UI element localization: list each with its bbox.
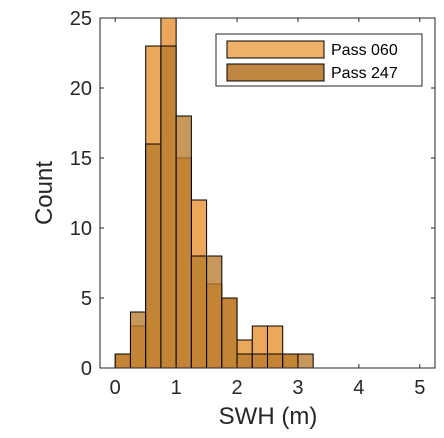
y-tick-label-0: 0 [81, 358, 92, 380]
bars-group [114, 17, 314, 369]
bar-pass-247-bin-8 [236, 353, 253, 369]
plot-area-frame [99, 17, 436, 369]
bar-pass-247-bin-10 [267, 353, 284, 369]
bar-pass-247-bin-9 [251, 353, 268, 369]
bar-pass-247-bin-0 [114, 353, 131, 369]
y-axis-title: Count [31, 161, 58, 225]
bar-pass-247-bin-1 [129, 311, 147, 369]
y-tick-label-15: 15 [70, 148, 92, 170]
y-tick-label-10: 10 [70, 218, 92, 240]
legend: Pass 060 Pass 247 [215, 33, 423, 87]
y-tick-label-20: 20 [70, 78, 92, 100]
bar-pass-247-bin-7 [221, 297, 238, 369]
x-axis-title: SWH (m) [219, 403, 318, 430]
legend-label-pass-247: Pass 247 [331, 65, 398, 82]
legend-label-pass-060: Pass 060 [331, 42, 398, 59]
x-tick-label-5: 5 [414, 377, 425, 399]
axis-ticks: 0 1 2 3 4 5 0 5 10 15 20 25 [70, 8, 435, 399]
legend-swatch-pass-060 [226, 40, 325, 59]
legend-swatch-pass-247 [226, 63, 325, 82]
x-tick-label-3: 3 [292, 377, 303, 399]
bar-pass-247-bin-12 [297, 353, 314, 369]
x-tick-label-0: 0 [110, 377, 121, 399]
bar-pass-247-bin-2 [145, 143, 162, 369]
x-tick-label-2: 2 [231, 377, 242, 399]
bar-pass-247-bin-3 [160, 45, 177, 369]
x-tick-label-1: 1 [171, 377, 182, 399]
bar-pass-247-bin-4 [175, 115, 192, 369]
bar-pass-247-bin-11 [282, 353, 299, 369]
x-tick-label-4: 4 [353, 377, 364, 399]
y-tick-label-5: 5 [81, 288, 92, 310]
y-tick-label-25: 25 [70, 8, 92, 30]
bar-pass-247-bin-5 [190, 255, 208, 369]
bar-pass-247-bin-6 [206, 255, 223, 369]
